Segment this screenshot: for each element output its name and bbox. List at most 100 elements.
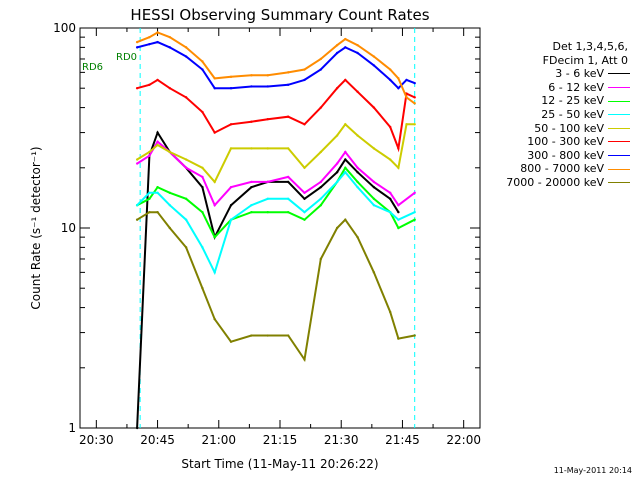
- data-point: [184, 55, 188, 58]
- legend-header-line-2: FDecim 1, Att 0: [542, 53, 628, 67]
- data-point: [335, 51, 339, 55]
- legend-item: 7000 - 20000 keV: [470, 176, 630, 190]
- data-point: [344, 158, 347, 161]
- x-tick-label: 21:15: [263, 433, 298, 447]
- data-point: [344, 37, 347, 41]
- data-point: [344, 166, 347, 169]
- data-point: [201, 287, 204, 290]
- data-point: [213, 235, 216, 239]
- legend-swatch: [608, 155, 630, 157]
- data-point: [168, 226, 171, 230]
- data-point: [286, 115, 290, 118]
- series-line: [136, 130, 400, 429]
- data-point: [397, 210, 400, 214]
- data-point: [397, 147, 400, 150]
- data-point: [168, 191, 171, 194]
- data-point: [319, 68, 323, 71]
- data-point: [335, 226, 339, 230]
- data-point: [184, 166, 188, 169]
- data-point: [148, 197, 151, 200]
- legend-swatch: [608, 100, 630, 102]
- data-point: [319, 150, 323, 154]
- x-axis-label: Start Time (11-May-11 20:26:22): [181, 457, 378, 471]
- data-point: [135, 426, 139, 430]
- data-point: [372, 204, 376, 207]
- annotation-rd6: RD6: [82, 62, 103, 73]
- data-point: [303, 197, 306, 200]
- data-point: [286, 147, 290, 150]
- data-point: [303, 210, 306, 214]
- legend-item: 12 - 25 keV: [470, 94, 630, 108]
- data-point: [229, 147, 233, 150]
- data-point: [372, 64, 376, 67]
- legend-item: 100 - 300 keV: [470, 135, 630, 149]
- legend: Det 1,3,4,5,6, FDecim 1, Att 0 3 - 6 keV…: [470, 40, 630, 190]
- data-point: [213, 180, 216, 184]
- data-point: [335, 171, 339, 174]
- data-point: [344, 171, 347, 174]
- data-point: [184, 96, 188, 99]
- legend-label: 800 - 7000 keV: [520, 162, 604, 176]
- x-tick-label: 22:00: [446, 433, 481, 447]
- data-point: [135, 40, 139, 44]
- data-point: [229, 87, 233, 90]
- data-point: [303, 191, 306, 194]
- data-point: [319, 197, 323, 200]
- data-point: [405, 78, 408, 82]
- data-point: [397, 337, 400, 340]
- data-point: [229, 204, 233, 207]
- legend-item: 25 - 50 keV: [470, 108, 630, 122]
- data-point: [397, 204, 400, 207]
- data-point: [356, 90, 359, 93]
- x-tick-label: 21:45: [385, 433, 420, 447]
- data-point: [389, 158, 392, 161]
- data-point: [356, 180, 359, 184]
- data-point: [229, 340, 233, 343]
- series-line: [136, 122, 415, 184]
- data-point: [266, 180, 269, 184]
- legend-item: 6 - 12 keV: [470, 81, 630, 95]
- legend-label: 12 - 25 keV: [541, 94, 604, 108]
- data-point: [201, 166, 204, 169]
- data-point: [229, 75, 233, 79]
- data-point: [286, 175, 290, 179]
- data-point: [413, 102, 416, 105]
- data-point: [135, 46, 139, 49]
- legend-item: 3 - 6 keV: [470, 67, 630, 81]
- x-tick-label: 21:30: [324, 433, 359, 447]
- legend-item: 50 - 100 keV: [470, 122, 630, 136]
- data-point: [344, 150, 347, 154]
- legend-swatch: [608, 114, 630, 116]
- legend-label: 6 - 12 keV: [548, 80, 604, 94]
- data-point: [397, 87, 400, 90]
- data-point: [156, 191, 159, 194]
- data-point: [148, 35, 151, 39]
- series-line: [136, 140, 416, 208]
- data-point: [389, 197, 392, 200]
- data-point: [201, 246, 204, 249]
- data-point: [213, 77, 216, 80]
- data-point: [389, 310, 392, 314]
- data-point: [266, 85, 269, 88]
- data-point: [413, 210, 416, 214]
- data-point: [413, 81, 416, 85]
- data-point: [184, 46, 188, 49]
- data-point: [303, 68, 306, 71]
- legend-swatch: [608, 87, 630, 89]
- y-tick-label: 100: [53, 21, 76, 35]
- data-point: [344, 123, 347, 126]
- data-point: [319, 204, 323, 207]
- data-point: [413, 218, 416, 221]
- data-point: [372, 185, 376, 189]
- data-point: [250, 120, 253, 123]
- data-point: [184, 197, 188, 200]
- data-point: [319, 180, 323, 184]
- series-line: [136, 78, 416, 153]
- data-point: [372, 147, 376, 150]
- data-point: [266, 74, 269, 77]
- data-point: [201, 68, 204, 71]
- data-point: [168, 204, 171, 207]
- legend-swatch: [608, 127, 630, 129]
- data-point: [250, 185, 253, 189]
- legend-label: 7000 - 20000 keV: [506, 175, 604, 189]
